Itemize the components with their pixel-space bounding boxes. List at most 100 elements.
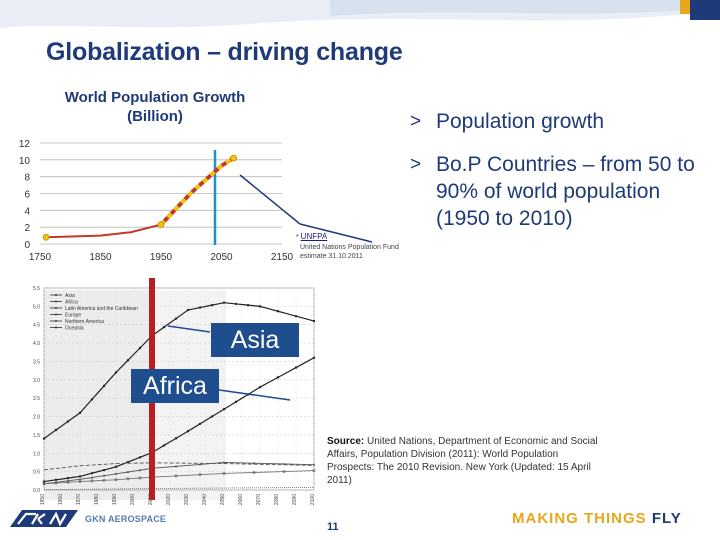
series-marker (276, 376, 280, 379)
population-point (42, 233, 50, 241)
series-marker (198, 422, 202, 426)
top-chart-grid (40, 142, 282, 245)
series-marker (150, 466, 154, 470)
series-marker (66, 481, 70, 484)
bottom-y-tick-label: 4.5 (33, 323, 40, 329)
series-marker (312, 319, 316, 323)
tagline-fly: FLY (651, 510, 682, 527)
series-marker (246, 303, 250, 307)
africa-label-box: Africa (131, 369, 219, 403)
legend-entry-label: Africa (65, 300, 78, 306)
header-decoration (0, 0, 720, 28)
population-series (42, 154, 238, 241)
series-line-northern-america (43, 470, 315, 485)
top-y-tick-label: 6 (24, 190, 30, 201)
gkn-logo-icon (10, 510, 78, 527)
legend-swatch-marker (55, 326, 57, 329)
series-marker (150, 334, 154, 337)
series-marker (234, 302, 238, 306)
bottom-x-tick-label: 2030 (184, 494, 190, 505)
population-projection-line (159, 156, 235, 227)
series-marker (258, 385, 262, 389)
unfpa-note-text: United Nations Population Fund estimate … (300, 243, 399, 261)
bottom-y-tick-label: 2.5 (33, 396, 40, 402)
series-marker (114, 478, 118, 481)
bottom-x-tick-label: 2040 (202, 494, 208, 505)
series-marker (198, 463, 202, 466)
bullet-marker: > (410, 154, 422, 175)
series-line-latin-america-and-the-caribbean (43, 462, 315, 485)
bottom-x-tick-label: 2020 (166, 494, 172, 505)
legend-entry-label: Europe (65, 313, 81, 319)
series-marker (258, 305, 262, 308)
series-marker (312, 356, 316, 359)
series-marker (90, 398, 94, 401)
bottom-y-tick-label: 1.5 (33, 433, 40, 439)
bottom-y-tick-label: 0.0 (33, 488, 40, 494)
series-marker (66, 476, 70, 480)
series-marker (102, 479, 106, 482)
top-x-tick-label: 2150 (271, 252, 294, 263)
bottom-x-tick-label: 2080 (274, 494, 280, 505)
series-marker (312, 469, 316, 472)
series-marker (78, 475, 82, 478)
series-marker (276, 310, 280, 313)
bottom-y-tick-label: 3.0 (33, 378, 40, 384)
series-line-europe (43, 462, 315, 471)
unfpa-link[interactable]: UNFPA (300, 232, 328, 241)
series-marker (138, 476, 142, 480)
series-marker (42, 482, 46, 485)
top-x-tick-label: 1750 (29, 252, 52, 263)
unfpa-prefix: * (296, 234, 301, 241)
series-marker (126, 359, 130, 362)
bottom-y-tick-label: 2.0 (33, 415, 40, 421)
bullet-bop-countries: > Bo.P Countries – from 50 to 90% of wor… (408, 151, 708, 232)
series-marker (162, 325, 166, 329)
bottom-y-tick-label: 1.0 (33, 451, 40, 457)
series-marker (282, 462, 286, 465)
series-marker (174, 464, 178, 468)
top-y-tick-label: 8 (24, 173, 30, 184)
population-projection-dashes (159, 156, 235, 227)
series-marker (174, 317, 178, 320)
top-y-tick-label: 4 (24, 206, 30, 217)
asia-label: Asia (230, 326, 280, 354)
series-marker (78, 480, 82, 483)
series-marker (150, 475, 154, 479)
bottom-x-tick-label: 1980 (94, 494, 100, 505)
series-marker (42, 482, 46, 486)
bottom-x-tick-label: 2090 (292, 494, 298, 505)
series-marker (114, 371, 118, 374)
series-marker (186, 308, 190, 312)
series-marker (90, 479, 94, 483)
legend-entry-label: Latin America and the Caribbean (65, 306, 138, 312)
unfpa-pointer-line (239, 174, 301, 225)
series-marker (126, 470, 130, 474)
series-marker (90, 472, 94, 475)
series-marker (246, 393, 250, 396)
series-marker (90, 476, 94, 479)
legend-swatch-marker (55, 300, 57, 303)
series-marker (102, 468, 106, 472)
bottom-x-tick-label: 1960 (58, 494, 64, 505)
bullet-text: Population growth (436, 110, 605, 133)
series-marker (66, 479, 70, 482)
legend-swatch-marker (55, 294, 57, 296)
series-marker (54, 481, 58, 485)
series-marker (78, 477, 82, 481)
bottom-x-tick-label: 2000 (130, 494, 136, 505)
population-point (230, 154, 238, 162)
series-marker (114, 472, 118, 475)
series-marker (102, 474, 106, 477)
top-y-tick-label: 10 (19, 156, 31, 167)
series-marker (294, 314, 298, 318)
series-line-oceania (43, 486, 315, 491)
bullet-population-growth: > Population growth (408, 108, 708, 135)
bottom-y-tick-label: 3.5 (33, 359, 40, 365)
bottom-x-tick-label: 2060 (238, 494, 244, 505)
unfpa-line1: United Nations Population Fund (300, 244, 399, 251)
population-historic-line (46, 191, 192, 239)
top-y-tick-label: 2 (24, 223, 30, 234)
legend-entry-label: Northern America (65, 319, 104, 325)
